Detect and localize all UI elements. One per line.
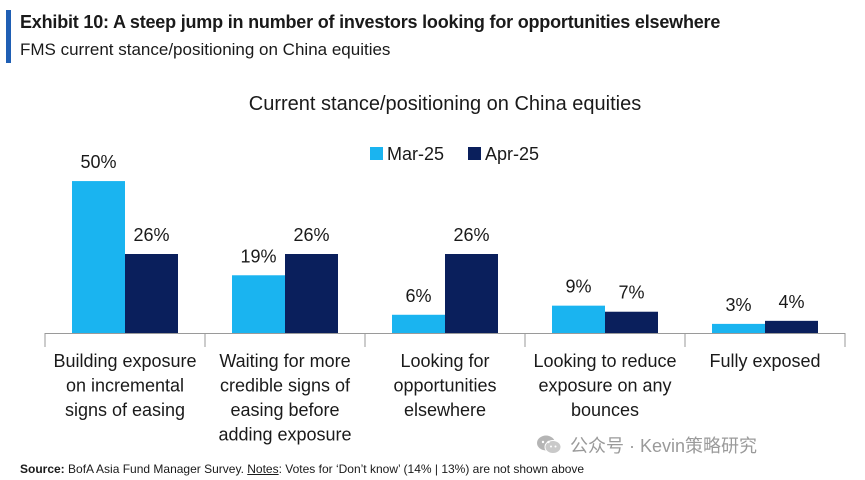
chart-axis: Building exposure on incremental signs of … <box>44 333 846 445</box>
bar-2-3 <box>445 254 498 333</box>
header-accent-bar <box>6 10 11 63</box>
wechat-icon <box>536 434 562 456</box>
watermark: 公众号 · Kevin策略研究 <box>536 432 757 458</box>
bar-1-2 <box>232 275 285 333</box>
value-label-1-5: 3% <box>725 295 751 315</box>
legend-swatch-2 <box>468 147 481 160</box>
legend-label-2: Apr-25 <box>485 144 539 164</box>
notes-text: : Votes for ‘Don’t know’ (14% | 13%) are… <box>278 462 585 476</box>
value-label-1-3: 6% <box>405 286 431 306</box>
category-label-1: Building exposure on incremental signs of … <box>53 351 196 420</box>
category-label-2: Waiting for more credible signs of easing … <box>218 351 351 445</box>
category-label-4: Looking to reduce exposure on any bounces <box>533 351 676 420</box>
bar-2-5 <box>765 320 818 333</box>
chart-bars: 50% 26% 19% 26% 6% 26% 9% 7% 3% 4% <box>72 152 818 333</box>
notes-label: Notes <box>247 462 279 476</box>
bar-2-2 <box>285 254 338 333</box>
value-label-1-2: 19% <box>240 246 276 266</box>
legend-swatch-1 <box>370 147 383 160</box>
bar-1-1 <box>72 181 125 333</box>
chart-legend: Mar-25 Apr-25 <box>370 144 539 164</box>
value-label-2-5: 4% <box>778 292 804 312</box>
value-label-2-1: 26% <box>133 225 169 245</box>
value-label-2-4: 7% <box>618 283 644 303</box>
bar-1-5 <box>712 323 765 333</box>
value-label-2-3: 26% <box>453 225 489 245</box>
exhibit-subtitle: FMS current stance/positioning on China … <box>20 40 391 59</box>
bar-1-4 <box>552 305 605 333</box>
bar-2-4 <box>605 311 658 333</box>
source-note: Source: BofA Asia Fund Manager Survey. N… <box>20 462 584 476</box>
exhibit-title: Exhibit 10: A steep jump in number of in… <box>20 12 721 32</box>
chart-title: Current stance/positioning on China equi… <box>249 93 641 115</box>
value-label-1-1: 50% <box>80 152 116 172</box>
bar-1-3 <box>392 314 445 333</box>
source-label: Source: <box>20 462 65 476</box>
watermark-text: 公众号 · Kevin策略研究 <box>570 436 758 456</box>
value-label-1-4: 9% <box>565 277 591 297</box>
category-label-3: Looking for opportunities elsewhere <box>393 351 496 420</box>
legend-label-1: Mar-25 <box>387 144 444 164</box>
bar-2-1 <box>125 254 178 333</box>
value-label-2-2: 26% <box>293 225 329 245</box>
category-label-5: Fully exposed <box>709 351 820 371</box>
source-text: BofA Asia Fund Manager Survey. <box>64 462 248 476</box>
